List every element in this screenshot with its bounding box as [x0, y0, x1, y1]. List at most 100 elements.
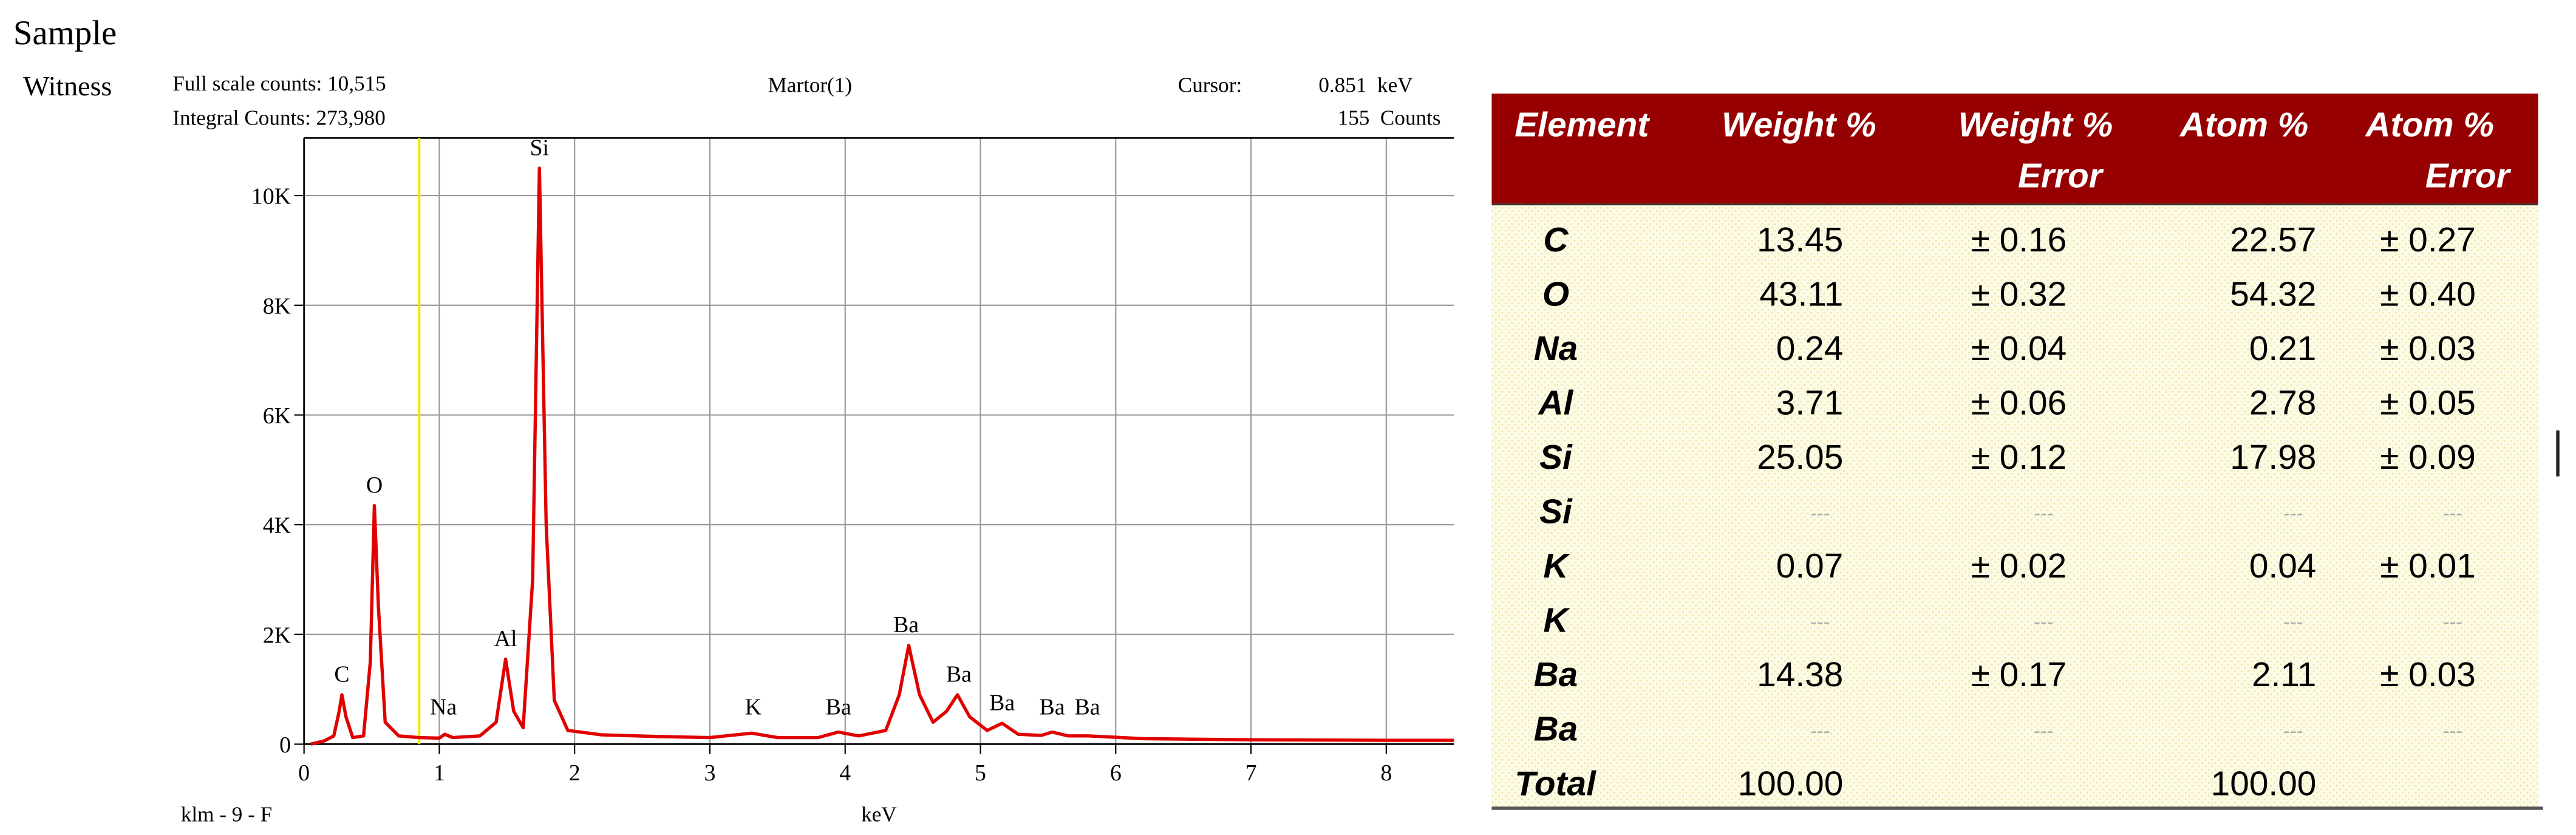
value-cell: 3.71	[1776, 384, 1844, 422]
value-cell: ± 0.03	[2380, 330, 2476, 368]
info-line: Integral Counts: 273,980	[172, 106, 386, 130]
y-tick-label: 4K	[263, 513, 291, 539]
empty-cell: ---	[1810, 611, 1830, 633]
peak-label: Ba	[946, 661, 972, 687]
spectrum-plot: 0 2K 4K 6K 8K 10K 0 1 2 3 4 5 6 7 8 C O Na Al Si K Ba Ba Ba Ba Ba…	[251, 135, 1454, 786]
element-cell: K	[1543, 547, 1570, 585]
column-header: Atom %	[2365, 106, 2494, 145]
column-header: Weight %	[1722, 106, 1876, 145]
value-cell: ± 0.17	[1971, 656, 2067, 694]
value-cell: ± 0.06	[1971, 384, 2067, 422]
value-cell: ± 0.16	[1971, 221, 2067, 259]
y-tick-label: 10K	[251, 184, 291, 210]
spectrum-line	[310, 166, 1454, 746]
y-tick-label: 6K	[263, 403, 291, 429]
peak-label: Ba	[826, 695, 851, 720]
element-cell: Ba	[1534, 656, 1578, 694]
value-cell: ± 0.05	[2380, 384, 2476, 422]
column-header: Weight %	[1958, 106, 2113, 145]
empty-cell: ---	[2443, 611, 2462, 633]
y-tick-label: 0	[279, 732, 291, 758]
x-axis-label: keV	[861, 803, 897, 826]
value-cell: 54.32	[2230, 275, 2316, 313]
cursor-label: Cursor:	[1178, 73, 1242, 97]
value-cell: 43.11	[1759, 275, 1843, 313]
x-tick-label: 6	[1110, 760, 1122, 786]
column-header: Atom %	[2179, 106, 2308, 145]
x-tick-label: 3	[704, 760, 715, 786]
element-cell: O	[1542, 275, 1569, 313]
chart-title: Martor(1)	[768, 73, 853, 97]
column-header: Error	[2425, 157, 2512, 195]
empty-cell: ---	[2283, 611, 2303, 633]
empty-cell: ---	[2034, 611, 2053, 633]
x-tick-label: 1	[434, 760, 445, 786]
value-cell: ± 0.03	[2380, 656, 2476, 694]
value-cell: ± 0.04	[1971, 330, 2067, 368]
empty-cell: ---	[1810, 502, 1830, 524]
value-cell: 17.98	[2230, 438, 2316, 477]
element-cell: Na	[1534, 330, 1578, 368]
empty-cell: ---	[2443, 502, 2462, 524]
peak-label: C	[334, 661, 349, 687]
value-cell: ± 0.27	[2380, 221, 2476, 259]
element-cell: Total	[1515, 765, 1596, 803]
peak-label: K	[745, 695, 762, 720]
value-cell: 0.24	[1776, 330, 1844, 368]
value-cell: 100.00	[1738, 765, 1844, 803]
x-tick-label: 5	[975, 760, 986, 786]
empty-cell: ---	[2283, 502, 2303, 524]
table-body-bg	[1491, 203, 2538, 808]
empty-cell: ---	[2283, 720, 2303, 741]
value-cell: ± 0.09	[2380, 438, 2476, 477]
value-cell: 25.05	[1757, 438, 1843, 477]
element-cell: Al	[1538, 384, 1574, 422]
x-tick-label: 8	[1380, 760, 1392, 786]
sample-title: Sample	[13, 14, 117, 52]
element-cell: Si	[1539, 438, 1573, 477]
value-cell: ± 0.01	[2380, 547, 2476, 585]
table: Element Weight % Weight % Error Atom % Atom %…	[1515, 106, 2511, 803]
column-header: Element	[1515, 106, 1650, 145]
info-line: Full scale counts: 10,515	[172, 72, 386, 95]
table-header-bg	[1491, 94, 2538, 204]
x-tick-label: 0	[298, 760, 310, 786]
value-cell: 2.78	[2249, 384, 2317, 422]
value-cell: 100.00	[2211, 765, 2317, 803]
value-cell: 13.45	[1757, 221, 1843, 259]
x-tick-label: 7	[1245, 760, 1257, 786]
peak-label: Si	[530, 135, 549, 160]
value-cell: 2.11	[2252, 656, 2316, 694]
element-cell: C	[1543, 221, 1569, 259]
value-cell: 0.04	[2249, 547, 2317, 585]
element-cell: K	[1543, 602, 1570, 640]
peak-label: Ba	[893, 612, 919, 638]
peak-label: O	[366, 472, 383, 498]
sample-subtitle: Witness	[23, 70, 112, 101]
peak-label: Al	[494, 626, 517, 652]
cursor-value: 0.851 keV	[1318, 73, 1412, 97]
value-cell: 0.21	[2249, 330, 2317, 368]
cursor-counts: 155 Counts	[1338, 106, 1441, 130]
empty-cell: ---	[2443, 720, 2462, 741]
x-tick-label: 2	[569, 760, 581, 786]
value-cell: ± 0.40	[2380, 275, 2476, 313]
empty-cell: ---	[2034, 502, 2053, 524]
value-cell: 22.57	[2230, 221, 2316, 259]
value-cell: 0.07	[1776, 547, 1844, 585]
peak-label: Na	[430, 695, 457, 720]
y-tick-label: 8K	[263, 293, 291, 319]
y-tick-label: 2K	[263, 622, 291, 648]
peak-label: Ba	[989, 690, 1015, 715]
empty-cell: ---	[2034, 720, 2053, 741]
footer: klm - 9 - F	[181, 803, 272, 826]
element-cell: Ba	[1534, 711, 1578, 749]
value-cell: ± 0.02	[1971, 547, 2067, 585]
column-header: Error	[2018, 157, 2104, 195]
x-tick-label: 4	[839, 760, 851, 786]
empty-cell: ---	[1810, 720, 1830, 741]
value-cell: ± 0.12	[1971, 438, 2067, 477]
peak-label: Ba	[1074, 695, 1100, 720]
